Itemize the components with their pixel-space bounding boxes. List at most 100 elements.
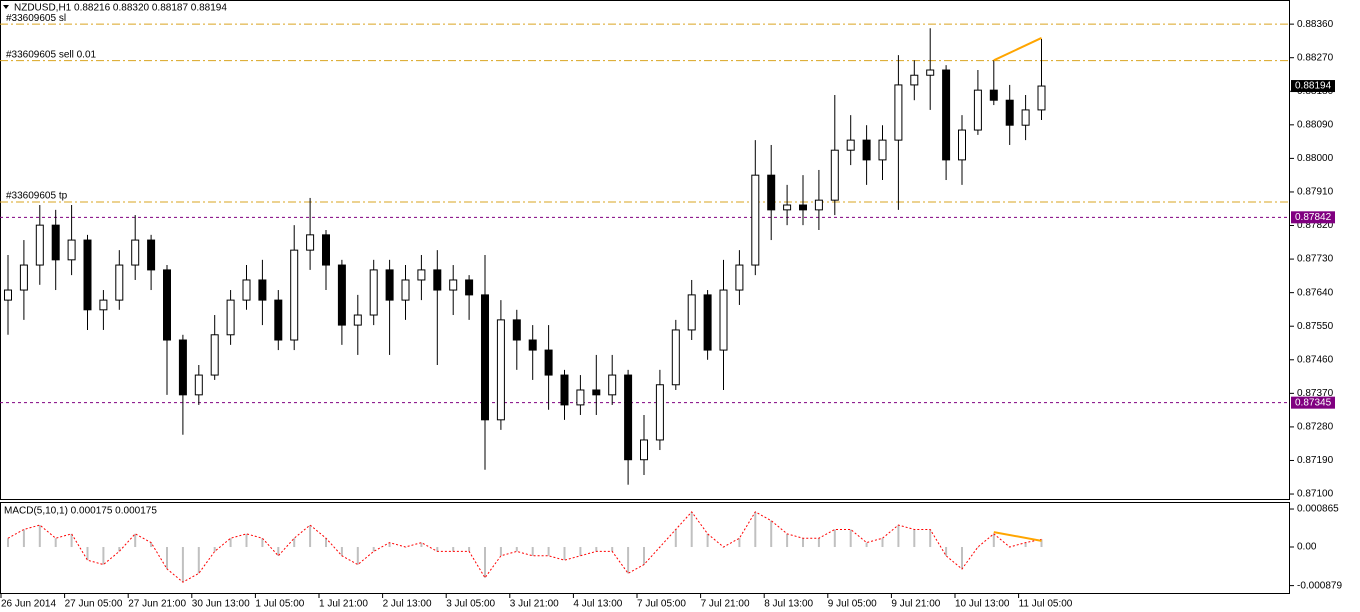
candle-body <box>337 264 346 326</box>
macd-bar <box>356 547 359 565</box>
candle-body <box>322 234 330 266</box>
y-tick-label: 0.87730 <box>1297 254 1334 265</box>
macd-bar <box>579 547 582 556</box>
x-tick-label: 26 Jun 2014 <box>1 599 56 610</box>
trend-line <box>993 531 1042 542</box>
macd-bar <box>547 547 550 556</box>
candle-body <box>544 349 553 376</box>
signal-line <box>7 511 1042 583</box>
macd-bar <box>643 547 645 565</box>
macd-bar <box>22 529 25 548</box>
candle-body <box>942 69 951 161</box>
macd-bar <box>436 547 439 552</box>
candle-body <box>894 84 903 141</box>
macd-bar <box>627 547 630 574</box>
macd-bar <box>802 538 804 548</box>
candle-body <box>989 89 998 101</box>
candle-body <box>353 314 362 326</box>
trend-line <box>993 37 1042 62</box>
y-tick-label: 0.87190 <box>1297 455 1334 466</box>
x-tick-label: 10 Jul 13:00 <box>955 599 1010 610</box>
macd-panel <box>0 502 1290 594</box>
macd-bar <box>197 547 200 574</box>
macd-bar <box>38 525 41 548</box>
candle-body <box>115 264 124 301</box>
candle-body <box>306 234 315 251</box>
macd-bar <box>1024 542 1027 548</box>
candle-body <box>799 204 807 211</box>
y-tick-label: 0.87550 <box>1297 321 1334 332</box>
candle-body <box>131 239 140 266</box>
macd-bar <box>420 542 423 548</box>
candle-body <box>640 439 648 461</box>
macd-bar <box>277 547 280 556</box>
macd-bar <box>102 547 105 565</box>
candle-body <box>814 199 823 211</box>
candle-body <box>274 299 283 341</box>
x-tick-label: 2 Jul 13:00 <box>383 599 432 610</box>
candle-body <box>481 294 489 421</box>
order-label: #33609605 sell 0.01 <box>6 49 97 60</box>
candle-body <box>608 374 617 396</box>
candle-body <box>51 224 60 261</box>
macd-title: MACD(5,10,1) 0.000175 0.000175 <box>4 506 157 517</box>
x-tick-label: 7 Jul 05:00 <box>637 599 686 610</box>
macd-bar <box>531 547 534 556</box>
macd-bar <box>309 525 312 548</box>
x-tick-label: 4 Jul 13:00 <box>573 599 622 610</box>
x-tick-label: 9 Jul 21:00 <box>891 599 940 610</box>
candle-body <box>226 299 235 336</box>
macd-bar <box>881 538 884 548</box>
y-tick-label: 0.88360 <box>1297 19 1334 30</box>
macd-bar <box>118 547 121 552</box>
candle-body <box>147 239 156 271</box>
y-tick-label: 0.000865 <box>1297 504 1339 515</box>
price-tag <box>1291 396 1335 409</box>
last-price-label: 0.88194 <box>1295 81 1332 92</box>
macd-bar <box>770 520 773 548</box>
macd-bar <box>976 547 979 548</box>
macd-bar <box>611 547 614 552</box>
candle-body <box>862 139 871 161</box>
candle-body <box>1037 85 1046 111</box>
macd-bar <box>706 533 709 548</box>
candle-body <box>401 279 410 301</box>
candle-body <box>496 319 505 421</box>
candle-body <box>433 269 442 291</box>
candle-body <box>846 139 855 151</box>
macd-bar <box>738 538 741 548</box>
candle-body <box>1005 99 1014 126</box>
macd-bar <box>595 547 598 552</box>
macd-bar <box>484 547 486 578</box>
candle-body <box>19 264 28 291</box>
x-tick-label: 27 Jun 21:00 <box>128 599 186 610</box>
macd-bar <box>340 547 343 556</box>
candle-body <box>783 204 792 211</box>
macd-bar <box>833 529 836 548</box>
candle-body <box>751 174 760 266</box>
order-label: #33609605 sl <box>6 13 66 24</box>
macd-bar <box>499 547 502 556</box>
macd-bar <box>293 538 296 548</box>
x-tick-label: 9 Jul 05:00 <box>828 599 877 610</box>
candle-body <box>4 289 12 301</box>
candle-body <box>369 269 378 316</box>
candle-body <box>178 339 187 396</box>
x-tick-label: 7 Jul 21:00 <box>701 599 750 610</box>
macd-bar <box>468 547 471 552</box>
candle-body <box>560 374 569 406</box>
y-tick-label: 0.88090 <box>1297 119 1334 130</box>
candle-body <box>417 269 426 281</box>
macd-bar <box>865 542 868 548</box>
candle-body <box>687 294 696 331</box>
macd-bar <box>181 547 184 583</box>
macd-bar <box>325 538 327 548</box>
price-panel <box>0 0 1290 500</box>
candle-body <box>1021 109 1030 126</box>
candle-body <box>35 224 44 266</box>
macd-bar <box>515 547 518 552</box>
candle-body <box>163 269 171 341</box>
macd-bar <box>245 533 248 548</box>
candle-body <box>719 289 728 351</box>
